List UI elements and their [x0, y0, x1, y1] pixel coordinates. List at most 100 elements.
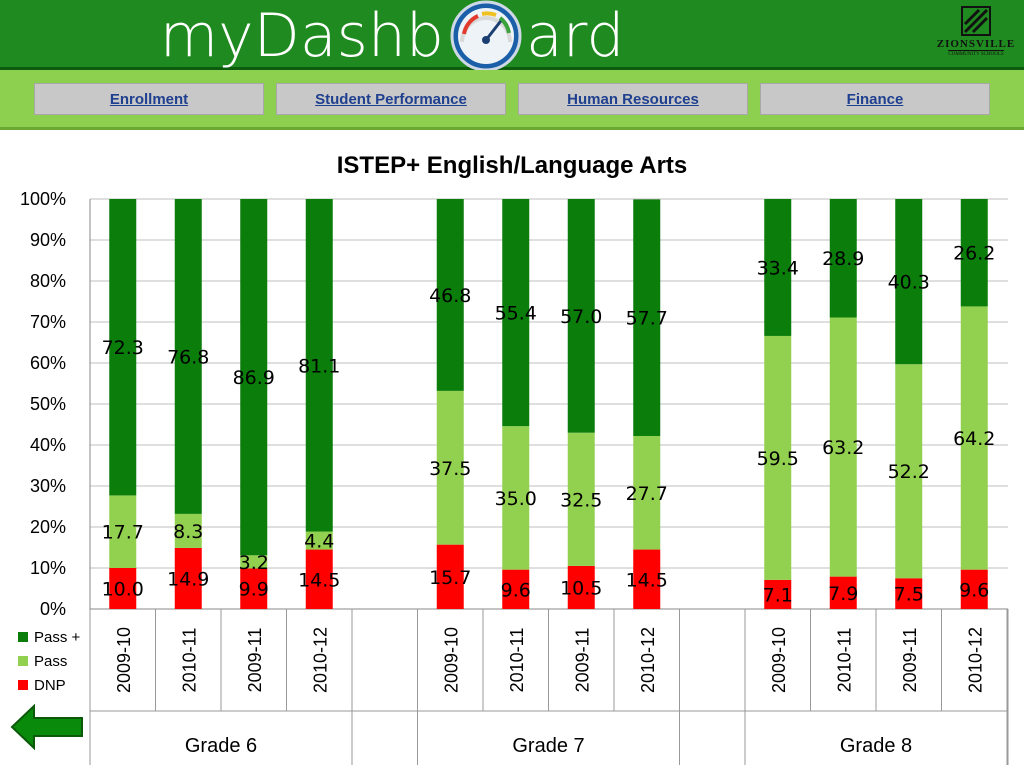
data-label: 10.5: [560, 577, 602, 599]
y-tick-label: 10%: [30, 558, 66, 578]
y-tick-label: 90%: [30, 230, 66, 250]
y-tick-label: 80%: [30, 271, 66, 291]
data-label: 26.2: [953, 243, 995, 265]
nav-student-performance[interactable]: Student Performance: [276, 83, 506, 115]
legend-swatch: [18, 656, 28, 666]
bar-segment: [764, 199, 792, 336]
data-label: 9.9: [239, 579, 269, 601]
data-label: 64.2: [953, 428, 995, 450]
nav-bar: Enrollment Student Performance Human Res…: [0, 70, 1024, 130]
chart-title: ISTEP+ English/Language Arts: [337, 152, 688, 179]
nav-enrollment[interactable]: Enrollment: [34, 83, 264, 115]
chart-area: ISTEP+ English/Language Arts 0% 10% 20% 30% 4…: [0, 133, 1024, 768]
nav-human-resources[interactable]: Human Resources: [518, 83, 748, 115]
bar-segment: [240, 555, 268, 569]
bar-segment: [829, 317, 857, 577]
data-label: 4.4: [304, 531, 334, 553]
y-tick-label: 40%: [30, 435, 66, 455]
bar-segment: [109, 199, 137, 496]
y-tick-label: 70%: [30, 312, 66, 332]
bar-segment: [174, 199, 202, 514]
data-label: 14.5: [298, 569, 340, 591]
data-label: 14.9: [167, 568, 209, 590]
logo-text-end: ard: [526, 1, 624, 70]
bar-segment: [960, 306, 988, 570]
legend-swatch: [18, 632, 28, 642]
x-tick-label: 2009-11: [900, 628, 920, 693]
legend-label: Pass +: [34, 629, 81, 646]
x-tick-label: 2009-10: [441, 627, 461, 693]
istep-chart: ISTEP+ English/Language Arts 0% 10% 20% 30% 4…: [18, 152, 1009, 765]
crest-subtitle: Community Schools: [948, 50, 1004, 57]
bar-segment: [174, 513, 202, 548]
bar-segment: [174, 547, 202, 609]
bar-segment: [305, 531, 333, 550]
data-label: 46.8: [429, 285, 471, 307]
bar-segment: [502, 569, 530, 609]
bar-segment: [436, 544, 464, 609]
back-arrow-button[interactable]: [10, 704, 84, 750]
crest-name: ZIONSVILLE: [936, 38, 1016, 50]
legend-label: Pass: [34, 653, 67, 670]
data-label: 63.2: [822, 437, 864, 459]
data-label: 33.4: [757, 257, 799, 279]
data-label: 7.5: [894, 584, 924, 606]
bar-segment: [567, 199, 595, 433]
left-arrow-icon: [10, 704, 83, 750]
group-label: Grade 8: [840, 735, 912, 757]
x-tick-label: 2009-11: [572, 628, 592, 693]
legend-swatch: [18, 680, 28, 690]
x-tick-label: 2010-12: [965, 627, 985, 693]
data-label: 59.5: [757, 448, 799, 470]
bar-segment: [567, 565, 595, 609]
bar-segment: [633, 435, 661, 550]
data-label: 10.0: [102, 579, 144, 601]
data-label: 7.1: [763, 584, 793, 606]
bar-segment: [436, 390, 464, 545]
bar-segment: [436, 199, 464, 391]
bar-segment: [109, 568, 137, 609]
data-label: 57.0: [560, 306, 602, 328]
data-label: 57.7: [626, 308, 668, 330]
nav-finance[interactable]: Finance: [760, 83, 990, 115]
group-label: Grade 6: [185, 735, 257, 757]
data-label: 72.3: [102, 337, 144, 359]
bar-segment: [305, 199, 333, 532]
bar-segment: [240, 199, 268, 556]
data-label: 86.9: [233, 367, 275, 389]
data-label: 9.6: [959, 579, 989, 601]
data-label: 76.8: [167, 346, 209, 368]
district-crest: ZIONSVILLE Community Schools: [936, 4, 1016, 66]
data-label: 35.0: [495, 488, 537, 510]
data-label: 81.1: [298, 355, 340, 377]
header-bar: myDashb ard ZIONSVILLE Community Schools: [0, 0, 1024, 70]
bar-segment: [567, 432, 595, 566]
logo-text-start: myDashb: [160, 1, 444, 70]
x-tick-label: 2010-12: [310, 627, 330, 693]
group-label: Grade 7: [512, 735, 584, 757]
data-label: 9.6: [501, 579, 531, 601]
y-tick-label: 50%: [30, 394, 66, 414]
bar-segment: [502, 199, 530, 427]
bar-segment: [633, 199, 661, 436]
bar-segment: [895, 364, 923, 579]
y-tick-label: 30%: [30, 476, 66, 496]
data-label: 55.4: [495, 303, 537, 325]
data-label: 37.5: [429, 458, 471, 480]
bar-segment: [633, 549, 661, 609]
x-tick-label: 2010-11: [834, 628, 854, 693]
data-label: 27.7: [626, 483, 668, 505]
x-tick-label: 2010-12: [638, 627, 658, 693]
x-tick-label: 2009-10: [769, 627, 789, 693]
y-tick-label: 0%: [40, 599, 66, 619]
bar-segment: [305, 549, 333, 609]
bar-segment: [895, 578, 923, 609]
x-tick-label: 2009-10: [114, 627, 134, 693]
x-tick-label: 2009-11: [245, 628, 265, 693]
dashboard-logo: myDashb ard: [160, 0, 624, 70]
bar-segment: [960, 569, 988, 609]
x-tick-label: 2010-11: [507, 628, 527, 693]
y-tick-label: 20%: [30, 517, 66, 537]
data-label: 15.7: [429, 567, 471, 589]
data-label: 40.3: [888, 272, 930, 294]
